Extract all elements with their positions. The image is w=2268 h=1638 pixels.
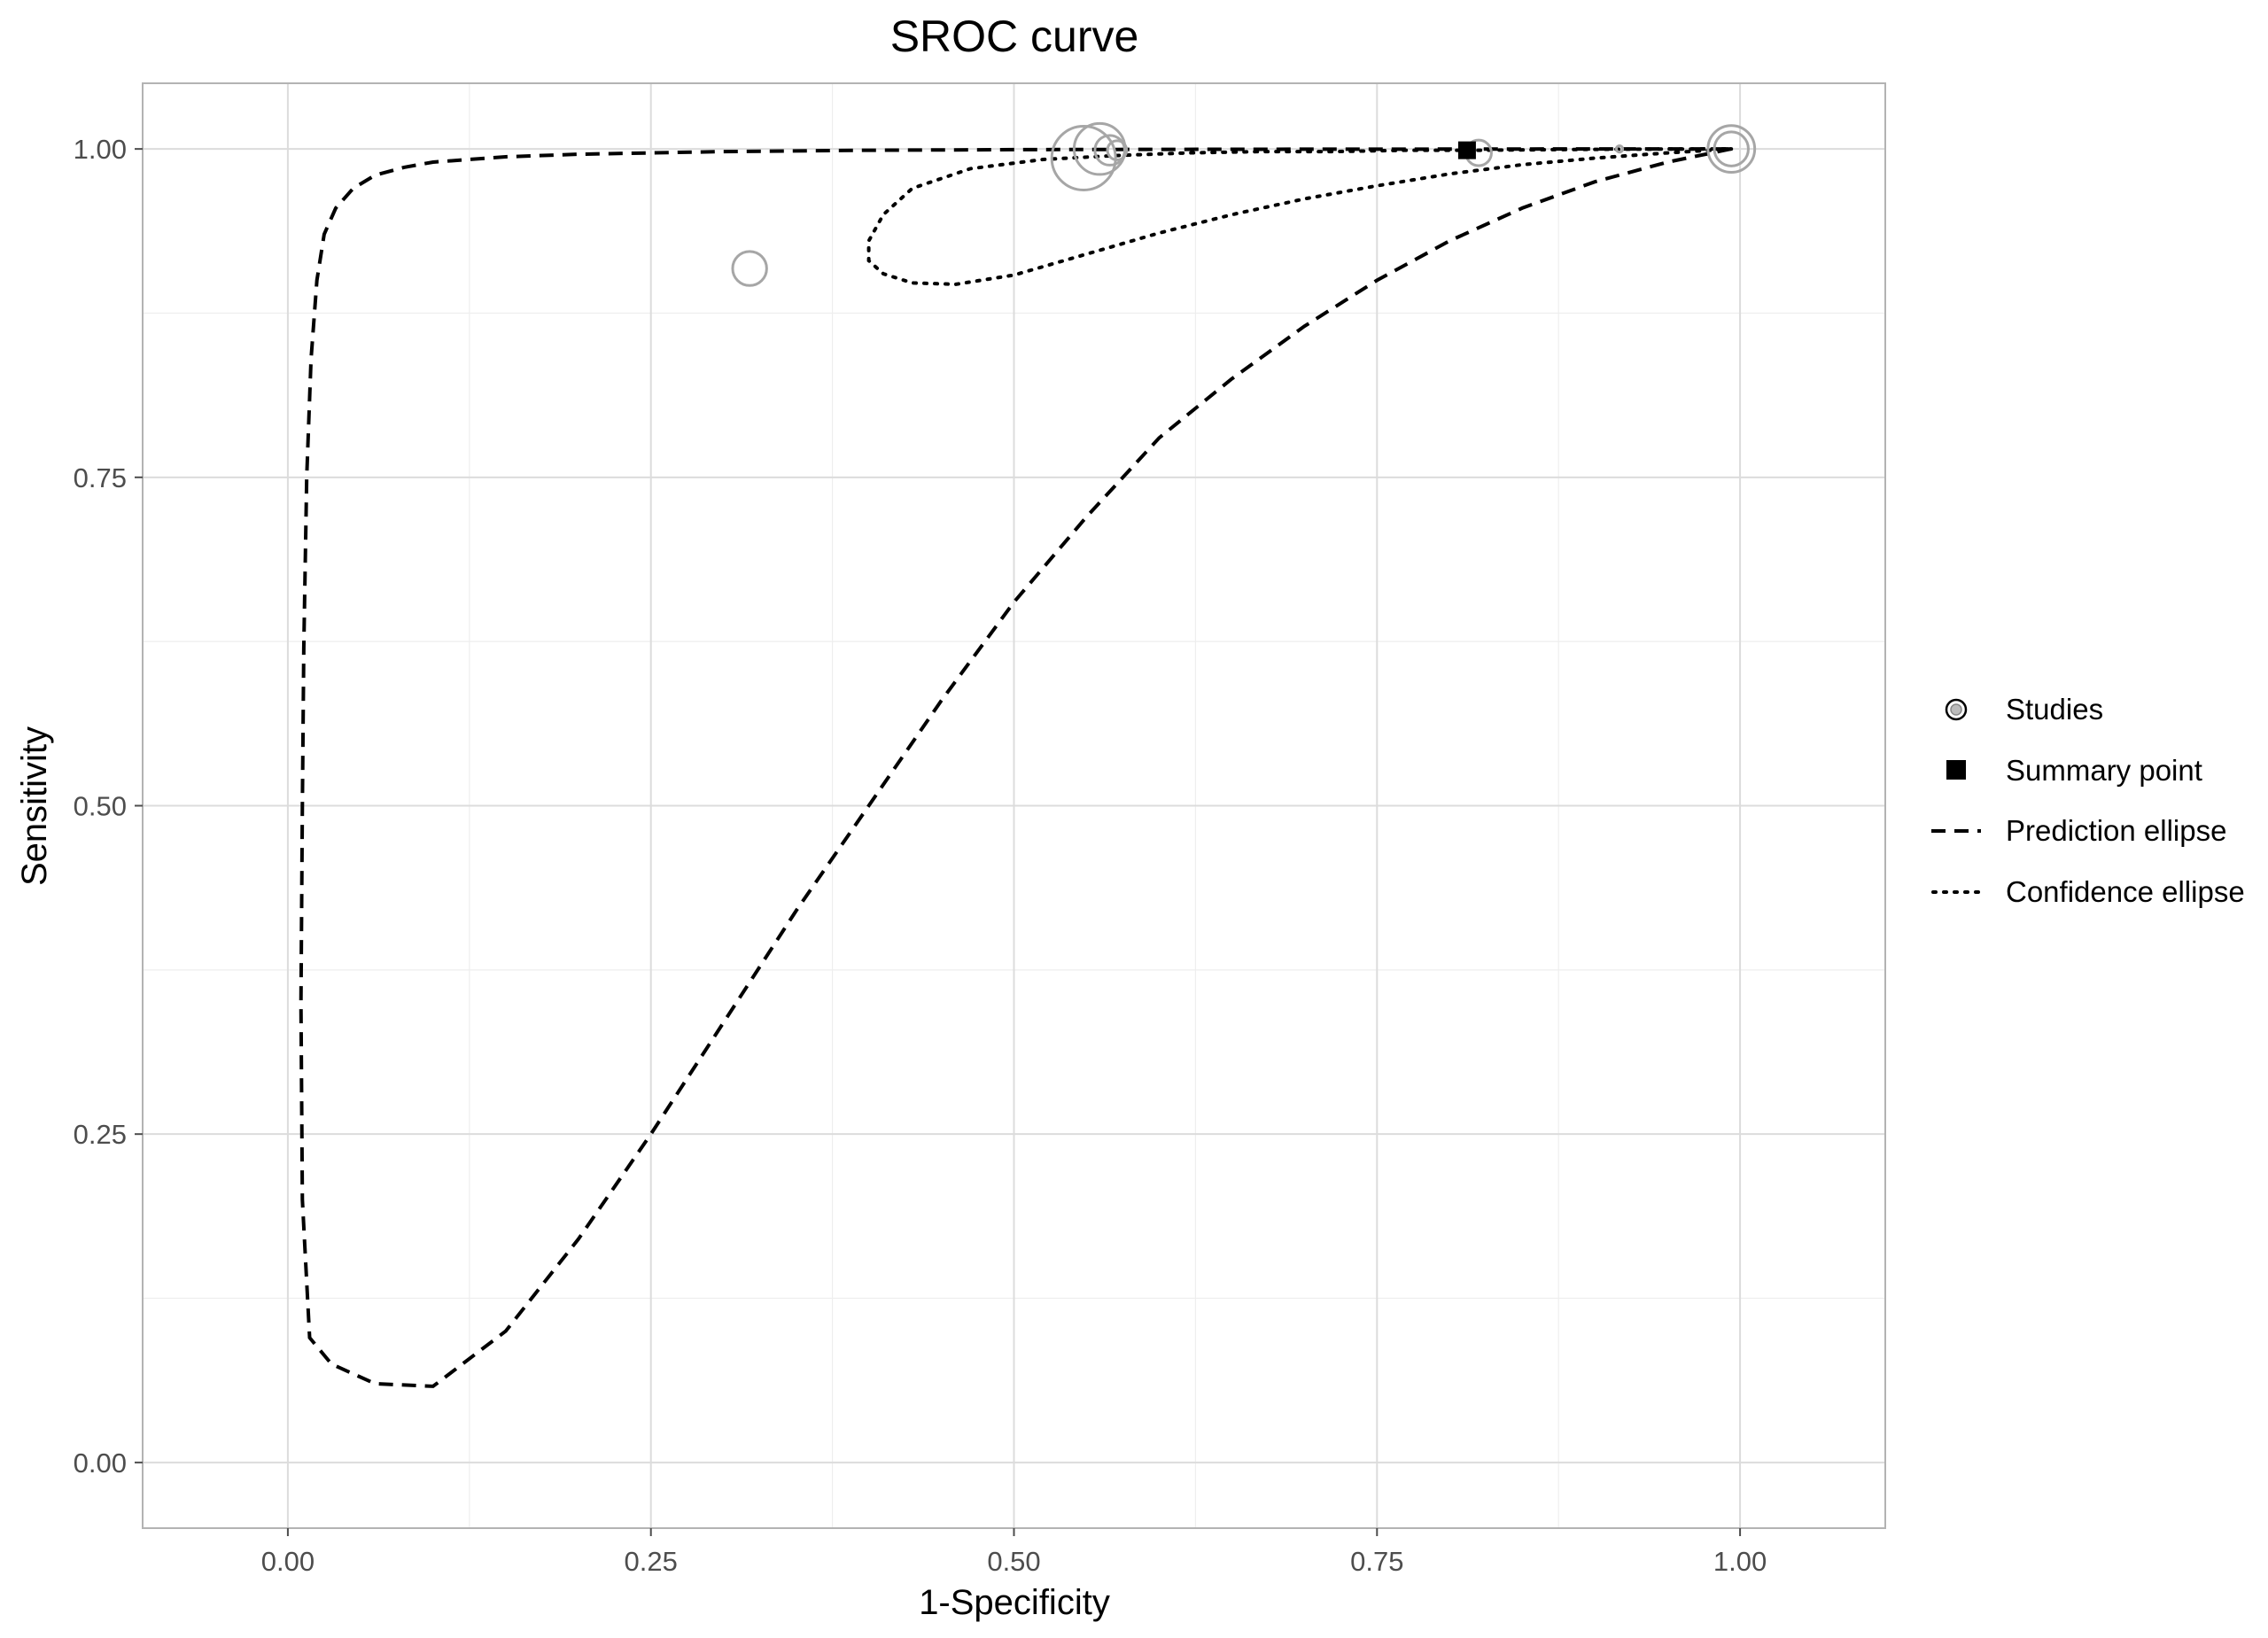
x-tick-label: 0.50: [987, 1546, 1040, 1577]
study-point: [731, 250, 768, 287]
y-tick-label: 0.00: [74, 1448, 127, 1479]
study-point: [1614, 144, 1625, 154]
study-point: [1706, 124, 1757, 175]
legend-label-prediction: Prediction ellipse: [2006, 814, 2226, 847]
study-points: [731, 121, 1757, 287]
legend-studies-icon-inner: [1950, 703, 1962, 716]
study-point: [1093, 134, 1126, 167]
prediction-ellipse-line: [299, 147, 1732, 1388]
legend-label-confidence: Confidence ellipse: [2006, 875, 2245, 908]
legend-item-prediction: Prediction ellipse: [1931, 814, 2226, 847]
legend-summary-icon: [1946, 760, 1966, 780]
y-tick-label: 0.75: [74, 462, 127, 493]
y-tick-label: 1.00: [74, 134, 127, 165]
x-tick-label: 0.75: [1350, 1546, 1403, 1577]
legend-label-studies: Studies: [2006, 693, 2103, 726]
confidence-ellipse-line: [866, 147, 1734, 286]
x-axis-ticks: 0.00 0.25 0.50 0.75 1.00: [261, 1528, 1767, 1577]
study-point: [1050, 125, 1117, 192]
study-point: [1106, 139, 1129, 161]
major-gridlines: [143, 83, 1885, 1528]
legend-item-studies: Studies: [1945, 693, 2103, 726]
legend: Studies Summary point Prediction ellipse…: [1931, 693, 2245, 908]
chart-title: SROC curve: [890, 12, 1139, 61]
x-tick-label: 0.00: [261, 1546, 315, 1577]
y-tick-label: 0.50: [74, 791, 127, 822]
summary-point-marker: [1457, 141, 1476, 159]
y-axis-ticks: 0.00 0.25 0.50 0.75 1.00: [74, 134, 143, 1479]
x-tick-label: 1.00: [1713, 1546, 1767, 1577]
x-axis-title: 1-Specificity: [919, 1583, 1110, 1622]
study-point: [1713, 130, 1750, 167]
x-tick-label: 0.25: [625, 1546, 678, 1577]
legend-item-confidence: Confidence ellipse: [1931, 875, 2245, 908]
legend-item-summary: Summary point: [1946, 754, 2202, 787]
legend-label-summary: Summary point: [2006, 754, 2202, 787]
legend-studies-icon: [1945, 698, 1968, 721]
y-axis-title: Sensitivity: [15, 726, 54, 886]
y-tick-label: 0.25: [74, 1119, 127, 1150]
